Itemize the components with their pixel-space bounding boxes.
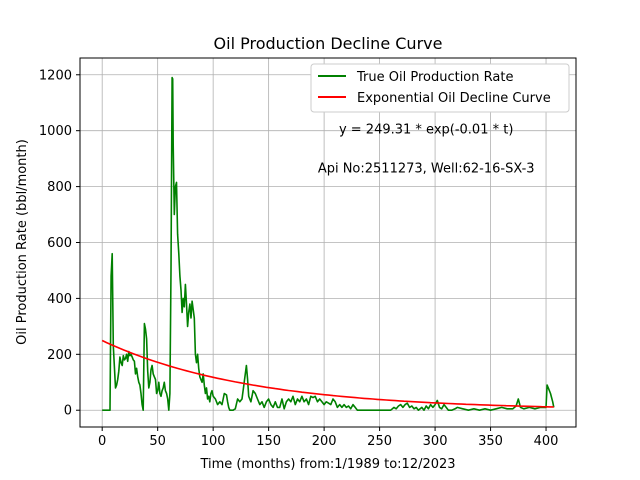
y-tick-label: 400 [47,292,72,307]
x-tick-label: 250 [367,434,392,449]
x-tick-label: 350 [478,434,503,449]
y-tick-label: 0 [64,404,72,419]
y-tick-label: 600 [47,236,72,251]
legend-label-decline-curve: Exponential Oil Decline Curve [357,91,551,106]
y-tick-label: 1200 [39,68,72,83]
x-tick-label: 400 [534,434,559,449]
annotation-well-info: Api No:2511273, Well:62-16-SX-3 [318,162,535,177]
y-axis-label: Oil Production Rate (bbl/month) [15,139,30,345]
series-line-exponential-decline-curve [101,339,554,408]
legend-label-true-rate: True Oil Production Rate [356,70,513,85]
y-tick-label: 800 [47,180,72,195]
x-tick-label: 100 [201,434,226,449]
annotation-equation: y = 249.31 * exp(-0.01 * t) [339,122,513,137]
x-tick-label: 0 [98,434,106,449]
x-tick-label: 150 [256,434,281,449]
legend: True Oil Production Rate Exponential Oil… [310,63,570,113]
chart-title: Oil Production Decline Curve [214,34,443,53]
y-axis-ticks: 0 200 400 600 800 1000 1200 [39,68,80,419]
y-tick-label: 200 [47,348,72,363]
series-layer [101,76,555,412]
x-tick-label: 300 [423,434,448,449]
y-tick-label: 1000 [39,124,72,139]
x-tick-label: 50 [149,434,166,449]
x-axis-ticks: 0 50 100 150 200 250 300 350 400 [98,427,558,449]
x-axis-label: Time (months) from:1/1989 to:12/2023 [199,457,455,472]
annotations: y = 249.31 * exp(-0.01 * t) Api No:251127… [318,122,535,176]
series-line-true-oil-production-rate [102,76,555,412]
legend-box [310,63,570,113]
x-tick-label: 200 [312,434,337,449]
